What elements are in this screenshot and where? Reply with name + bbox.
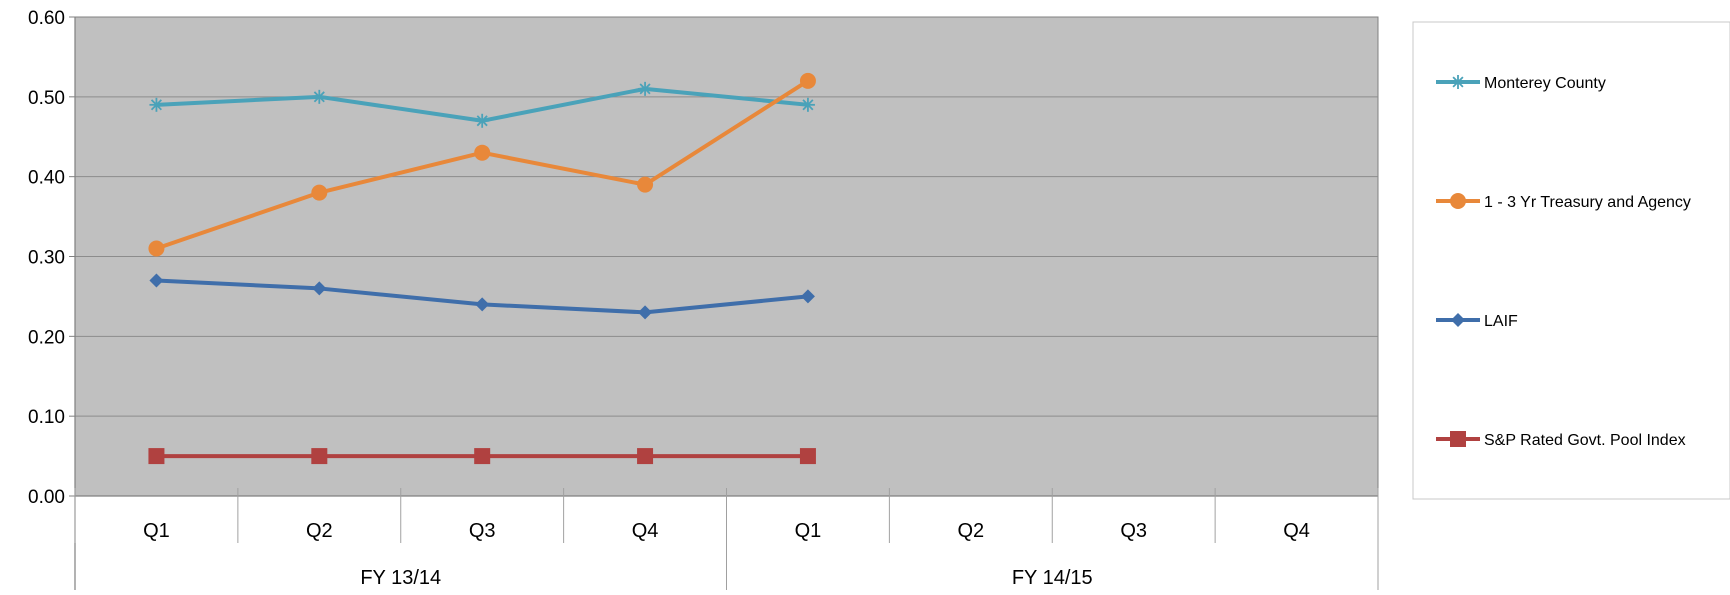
x-category-label: Q4 — [1283, 520, 1310, 542]
x-category-label: Q2 — [306, 520, 333, 542]
data-point-circle — [148, 240, 165, 257]
data-point-star — [149, 97, 164, 112]
plot-area — [74, 16, 1379, 497]
data-point-diamond — [475, 297, 490, 312]
star-stroke — [476, 115, 488, 127]
y-tick-label: 0.50 — [28, 88, 65, 109]
data-point-circle — [311, 184, 328, 201]
star-stroke — [802, 99, 814, 111]
series-1 — [148, 72, 816, 257]
star-stroke — [639, 83, 651, 95]
series-3 — [148, 448, 816, 465]
legend-label: Monterey County — [1484, 75, 1606, 92]
series-0 — [149, 81, 815, 128]
x-category-label: Q3 — [1120, 520, 1147, 542]
legend-box — [1412, 21, 1730, 500]
legend-entry: Monterey County — [1436, 75, 1606, 92]
series-lines — [148, 72, 816, 465]
legend-entry: LAIF — [1436, 313, 1518, 330]
star-stroke — [1452, 76, 1464, 88]
data-point-star — [312, 89, 327, 104]
x-group-label: FY 14/15 — [1012, 567, 1093, 589]
data-point-square — [799, 448, 816, 465]
y-tick-label: 0.10 — [28, 407, 65, 428]
data-point-diamond — [149, 273, 164, 288]
legend-label: S&P Rated Govt. Pool Index — [1484, 432, 1686, 449]
data-point-square — [311, 448, 328, 465]
y-tick-label: 0.20 — [28, 327, 65, 348]
y-tick-label: 0.60 — [28, 8, 65, 29]
x-category-label: Q1 — [143, 520, 170, 542]
data-point-square — [148, 448, 165, 465]
series-2 — [149, 273, 815, 320]
legend: Monterey County 1 - 3 Yr Treasury and Age… — [1412, 21, 1730, 500]
axes: 0.00 0.10 0.20 0.30 0.40 0.50 0.60 Q1 Q2 Q3 Q4 Q1 Q2… — [28, 8, 1379, 590]
legend-label: 1 - 3 Yr Treasury and Agency — [1484, 194, 1691, 211]
data-point-star — [1451, 75, 1465, 89]
data-point-circle — [1450, 193, 1466, 209]
y-tick-label: 0.00 — [28, 487, 65, 508]
x-category-label: Q4 — [632, 520, 659, 542]
data-point-diamond — [1451, 313, 1465, 327]
legend-label: LAIF — [1484, 313, 1518, 330]
data-point-square — [474, 448, 491, 465]
x-group-label: FY 13/14 — [360, 567, 441, 589]
data-point-star — [475, 113, 490, 128]
x-category-label: Q1 — [795, 520, 822, 542]
data-point-square — [637, 448, 654, 465]
y-tick-label: 0.30 — [28, 248, 65, 269]
legend-entry: S&P Rated Govt. Pool Index — [1436, 431, 1686, 449]
data-point-diamond — [800, 289, 815, 304]
data-point-circle — [799, 72, 816, 89]
data-point-square — [1450, 431, 1466, 447]
x-category-label: Q2 — [957, 520, 984, 542]
x-category-label: Q3 — [469, 520, 496, 542]
data-point-star — [638, 81, 653, 96]
star-stroke — [150, 99, 162, 111]
y-tick-label: 0.40 — [28, 168, 65, 189]
data-point-star — [800, 97, 815, 112]
data-point-circle — [474, 144, 491, 161]
legend-entry: 1 - 3 Yr Treasury and Agency — [1436, 193, 1691, 211]
star-stroke — [313, 91, 325, 103]
data-point-circle — [637, 176, 654, 193]
data-point-diamond — [638, 305, 653, 320]
data-point-diamond — [312, 281, 327, 296]
